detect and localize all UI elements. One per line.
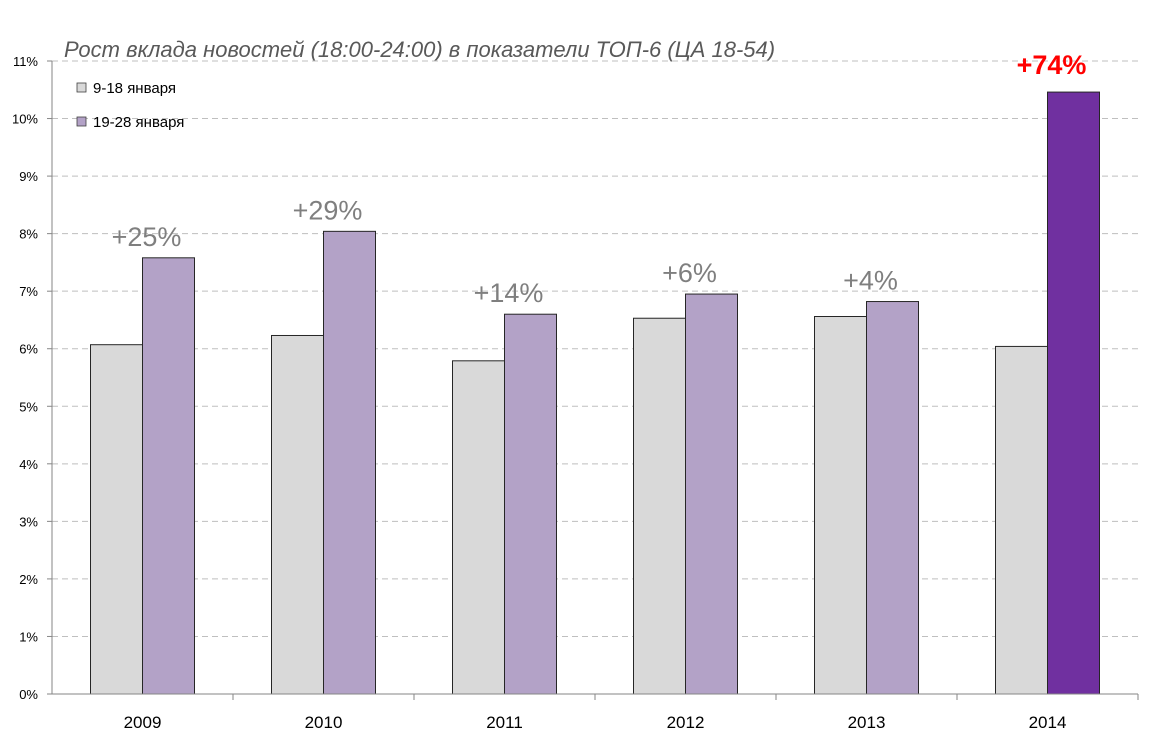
legend-label-series-1: 9-18 января xyxy=(93,80,176,97)
bar-series-1-2011 xyxy=(452,360,505,695)
x-tick-label: 2014 xyxy=(1029,713,1067,732)
legend: 9-18 января 19-28 января xyxy=(76,80,184,131)
annotations: +25% +29% +14% +6% +4% +74% xyxy=(112,50,1087,308)
growth-label-2013: +4% xyxy=(843,266,898,296)
x-tick-label: 2009 xyxy=(124,713,162,732)
y-tick-label: 6% xyxy=(19,342,38,357)
x-tick-label: 2011 xyxy=(486,713,523,732)
bar-series-2-2009 xyxy=(142,257,195,695)
y-tick-label: 3% xyxy=(19,514,38,529)
y-tick-label: 1% xyxy=(19,629,38,644)
bar-series-2-2012 xyxy=(685,293,738,695)
bar-series-1-2012 xyxy=(633,317,686,695)
y-tick-label: 8% xyxy=(19,227,38,242)
gridlines xyxy=(52,60,1138,637)
y-tick-label: 4% xyxy=(19,457,38,472)
growth-label-2014: +74% xyxy=(1017,50,1087,80)
y-tick-label: 0% xyxy=(19,687,38,702)
growth-label-2012: +6% xyxy=(662,258,717,288)
x-tick-label: 2013 xyxy=(848,713,886,732)
bars xyxy=(90,91,1100,695)
growth-label-2009: +25% xyxy=(112,222,182,252)
y-tick-label: 2% xyxy=(19,572,38,587)
growth-label-2010: +29% xyxy=(293,195,363,225)
legend-label-series-2: 19-28 января xyxy=(93,114,184,131)
growth-label-2011: +14% xyxy=(474,278,544,308)
x-tick-label: 2012 xyxy=(667,713,705,732)
bar-series-2-2011 xyxy=(504,313,557,695)
bar-series-2-2014 xyxy=(1047,91,1100,695)
y-tick-label: 5% xyxy=(19,399,38,414)
bar-series-1-2014 xyxy=(995,345,1048,695)
legend-swatch-series-2 xyxy=(76,116,87,127)
x-axis: 2009 2010 2011 2012 2013 2014 xyxy=(52,693,1139,732)
y-tick-label: 10% xyxy=(12,112,38,127)
bar-series-2-2013 xyxy=(866,301,919,695)
bar-series-1-2013 xyxy=(814,316,867,695)
bar-series-1-2010 xyxy=(271,334,324,695)
y-axis: 0% 1% 2% 3% 4% 5% 6% 7% 8% 9% 10% 11% xyxy=(12,54,53,702)
x-tick-label: 2010 xyxy=(305,713,343,732)
y-tick-label: 11% xyxy=(13,54,38,69)
chart-title: Рост вклада новостей (18:00-24:00) в пок… xyxy=(64,37,775,62)
y-tick-label: 7% xyxy=(19,284,38,299)
legend-swatch-series-1 xyxy=(76,82,87,93)
bar-series-2-2010 xyxy=(323,230,376,695)
y-tick-label: 9% xyxy=(19,169,38,184)
bar-series-1-2009 xyxy=(90,344,143,695)
